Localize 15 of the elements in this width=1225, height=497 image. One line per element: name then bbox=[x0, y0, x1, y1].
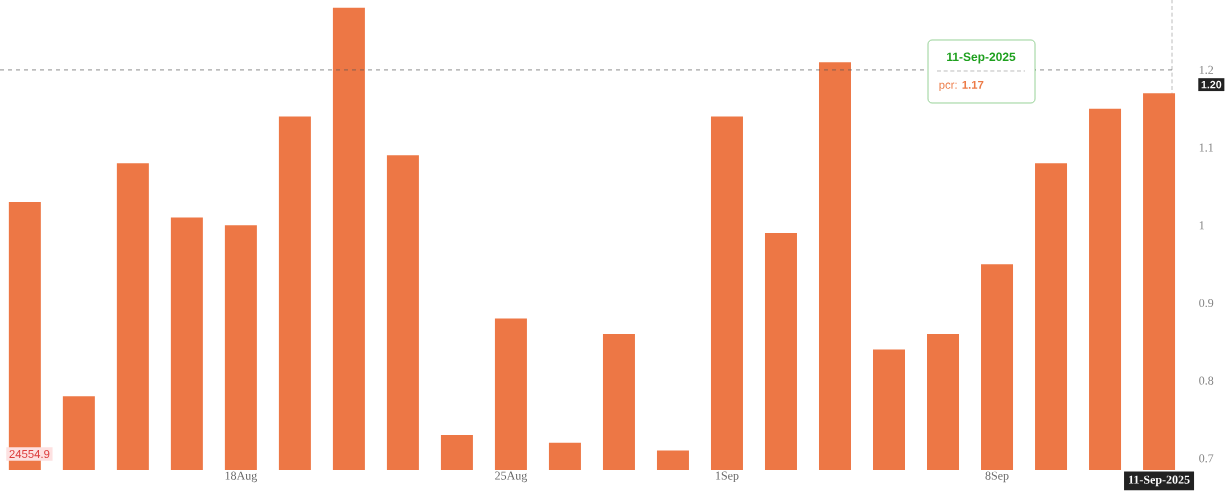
x-tick-label: 1Sep bbox=[716, 471, 739, 483]
y-tick-label: 0.9 bbox=[1199, 298, 1214, 308]
y-tick-label: 0.7 bbox=[1199, 454, 1214, 463]
x-tick-label: 8Sep bbox=[985, 471, 1009, 483]
y-tick-label: 1 bbox=[1199, 221, 1205, 230]
y-tick-label: 1.1 bbox=[1199, 143, 1214, 152]
annotation: pcr: 1.17 bbox=[939, 80, 984, 92]
annotation: 11-Sep-2025 bbox=[947, 52, 1016, 64]
x-tick-label: 11-Sep-2025 bbox=[1129, 475, 1190, 487]
x-tick-label: 25Aug bbox=[495, 471, 528, 483]
ref-line-label: 1.20 bbox=[1201, 80, 1222, 89]
annotation: 24554.9 bbox=[9, 450, 50, 459]
y-tick-label: 0.8 bbox=[1199, 376, 1214, 385]
x-tick-label: 18Aug bbox=[225, 471, 257, 483]
y-tick-label: 1.2 bbox=[1199, 65, 1214, 74]
